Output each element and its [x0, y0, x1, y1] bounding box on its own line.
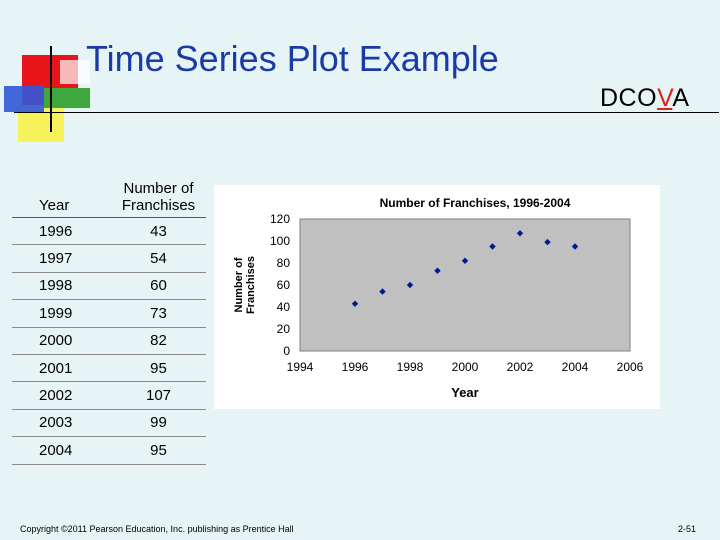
- table-cell-franchises: 99: [111, 409, 206, 438]
- y-axis-label-line: Number of: [233, 257, 245, 312]
- y-tick-label: 0: [283, 344, 290, 358]
- data-point: [544, 238, 551, 246]
- plot-area: [299, 218, 631, 352]
- table-row: 1998 60: [12, 272, 206, 301]
- table-cell-year: 1997: [12, 244, 111, 273]
- dcova-suffix: A: [672, 84, 690, 112]
- data-point: [351, 300, 359, 307]
- copyright-footer: Copyright ©2011 Pearson Education, Inc. …: [20, 524, 294, 534]
- table-row: 2003 99: [12, 409, 206, 438]
- x-tick-label: 2002: [507, 360, 534, 374]
- decor-blue-square: [4, 86, 44, 112]
- table-cell-year: 2004: [12, 436, 111, 465]
- table-row: 2001 95: [12, 354, 206, 383]
- table-cell-year: 1998: [12, 272, 111, 301]
- table-cell-franchises: 54: [111, 244, 206, 273]
- decor-white-square: [60, 60, 90, 84]
- table-cell-franchises: 95: [111, 436, 206, 465]
- data-point: [461, 257, 469, 264]
- y-tick-label: 60: [277, 278, 291, 292]
- table-row: 1999 73: [12, 299, 206, 328]
- table-cell-franchises: 43: [111, 217, 206, 246]
- decor-green-square: [44, 88, 90, 108]
- y-tick-label: 100: [270, 234, 290, 248]
- table-cell-year: 1996: [12, 217, 111, 246]
- dcova-prefix: DCO: [600, 84, 658, 112]
- table-header-franchises: Number of Franchises: [111, 170, 206, 218]
- data-point: [434, 267, 441, 274]
- x-tick-label: 1994: [287, 360, 314, 374]
- dcova-label: DCOVA: [600, 84, 690, 113]
- table-row: 1997 54: [12, 244, 206, 273]
- decor-vertical-line: [50, 46, 52, 132]
- decor-horizontal-line: [14, 112, 719, 113]
- x-tick-label: 1998: [397, 360, 424, 374]
- table-cell-year: 2001: [12, 354, 111, 383]
- data-point: [379, 288, 386, 295]
- data-point: [516, 230, 524, 237]
- table-cell-franchises: 73: [111, 299, 206, 328]
- x-tick-label: 2000: [452, 360, 479, 374]
- table-header-row: Year Number of Franchises: [12, 170, 206, 218]
- data-point: [571, 243, 579, 250]
- page-number: 2-51: [678, 524, 697, 534]
- table-row: 2000 82: [12, 327, 206, 355]
- table-row: 1996 43: [12, 217, 206, 246]
- franchise-table: Year Number of Franchises 1996 43 1997 54 19…: [12, 170, 206, 465]
- x-axis-label: Year: [451, 385, 478, 400]
- table-cell-franchises: 60: [111, 272, 206, 301]
- table-cell-year: 2003: [12, 409, 111, 438]
- y-axis-label-line: Franchises: [245, 256, 257, 314]
- y-tick-label: 40: [277, 300, 291, 314]
- table-cell-franchises: 107: [111, 381, 206, 410]
- y-tick-label: 20: [277, 322, 291, 336]
- dcova-highlight: V: [657, 84, 673, 112]
- table-row: 2004 95: [12, 436, 206, 465]
- table-cell-year: 2002: [12, 381, 111, 410]
- data-point: [406, 281, 414, 289]
- table-cell-year: 2000: [12, 327, 111, 355]
- table-header-year: Year: [12, 170, 111, 218]
- slide-title: Time Series Plot Example: [86, 38, 499, 79]
- table-row: 2002 107: [12, 381, 206, 410]
- table-cell-year: 1999: [12, 299, 111, 328]
- franchise-chart: Number of Franchises, 1996-2004 0 20 40 60 80…: [214, 185, 660, 409]
- table-cell-franchises: 82: [111, 327, 206, 355]
- y-tick-label: 120: [270, 212, 290, 226]
- y-axis-label: Number ofFranchises: [233, 256, 257, 314]
- y-tick-label: 80: [277, 256, 291, 270]
- chart-title: Number of Franchises, 1996-2004: [380, 196, 571, 210]
- x-tick-label: 1996: [342, 360, 369, 374]
- x-tick-label: 2006: [617, 360, 644, 374]
- table-cell-franchises: 95: [111, 354, 206, 383]
- x-tick-label: 2004: [562, 360, 589, 374]
